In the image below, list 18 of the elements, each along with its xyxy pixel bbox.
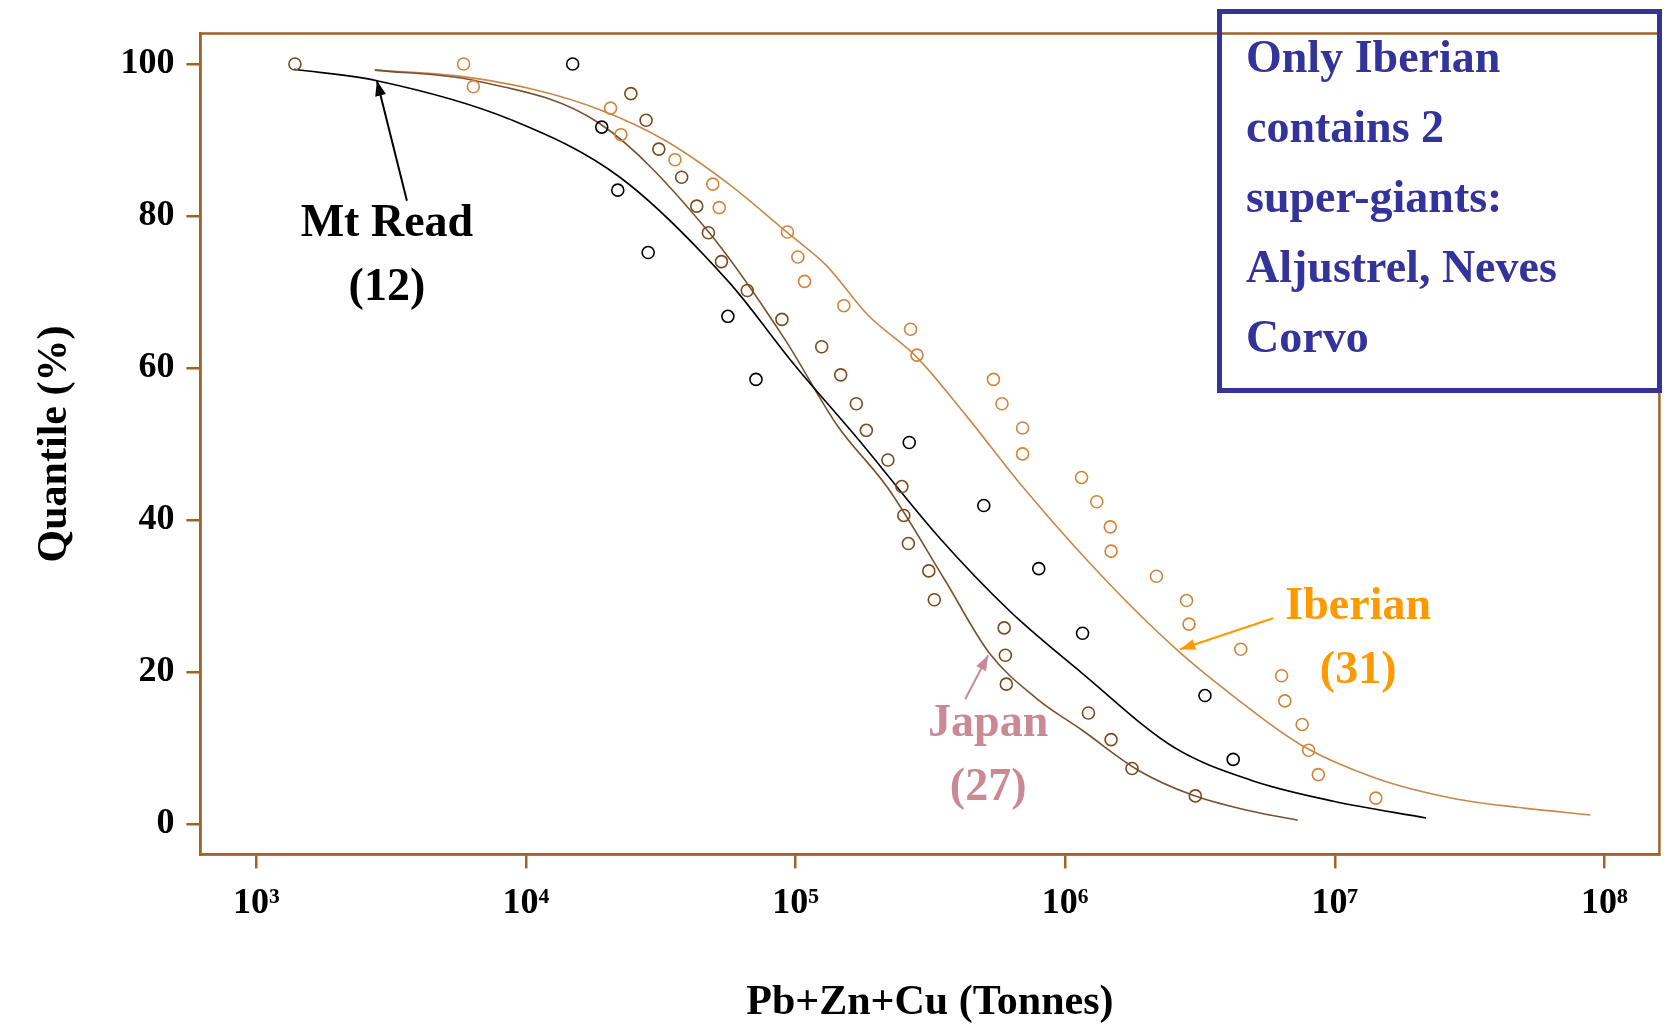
annotation: Mt Read (12) [300, 194, 474, 310]
y-tick-label: 80 [138, 193, 175, 234]
y-tick-label: 100 [120, 41, 175, 82]
x-tick-label: 10³ [232, 881, 280, 922]
y-tick-label: 20 [138, 649, 175, 690]
annotation: Iberian (31) [1285, 578, 1431, 694]
x-tick-label: 10⁶ [1041, 881, 1089, 922]
x-tick-label: 10⁷ [1311, 881, 1359, 922]
y-axis-title: Quantile (%) [29, 325, 77, 563]
annotation: Japan (27) [928, 695, 1049, 811]
annotation: Only Iberian contains 2 super-giants: Aljustrel, Neves Corvo [1217, 9, 1662, 393]
x-tick-label: 10⁴ [502, 881, 550, 922]
y-tick-label: 0 [156, 801, 175, 842]
x-tick-label: 10⁵ [772, 881, 820, 922]
x-axis-title: Pb+Zn+Cu (Tonnes) [746, 976, 1114, 1024]
x-tick-label: 10⁸ [1580, 881, 1628, 922]
y-tick-label: 60 [138, 345, 175, 386]
y-tick-label: 40 [138, 497, 175, 538]
